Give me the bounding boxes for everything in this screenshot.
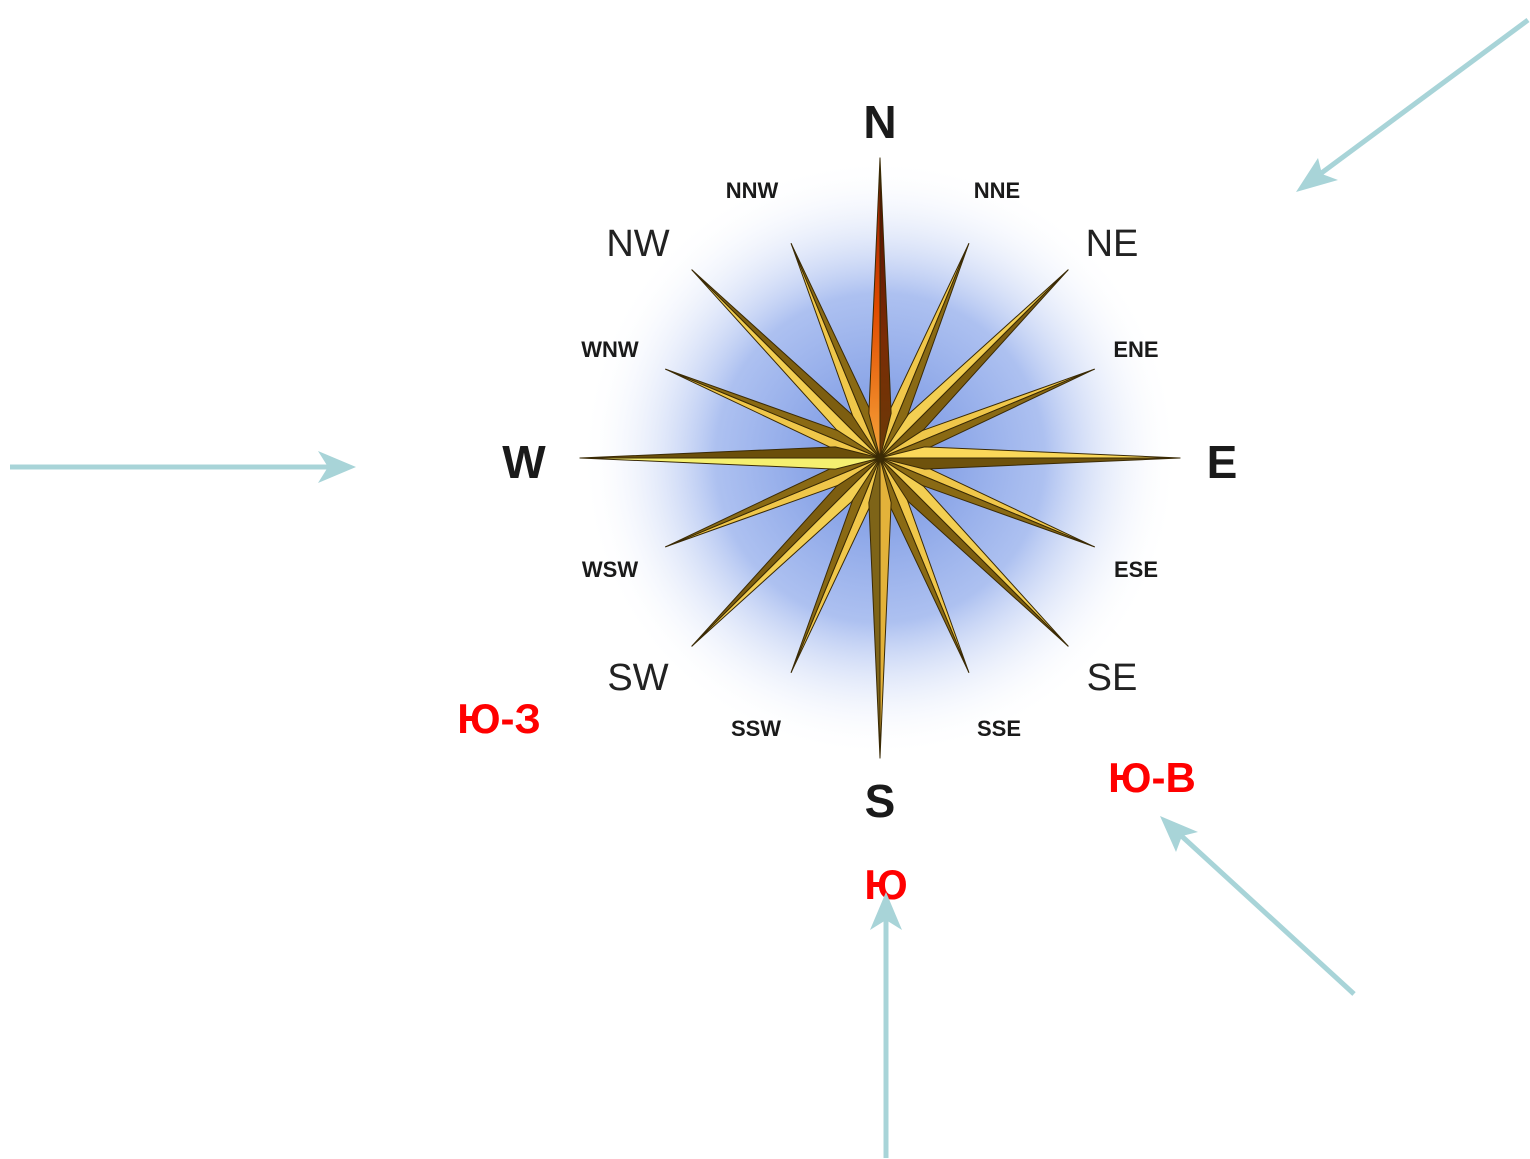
label-ssw: SSW: [731, 716, 781, 741]
label-nne: NNE: [974, 178, 1020, 203]
label-e: E: [1207, 436, 1238, 488]
label-s: S: [865, 775, 896, 827]
wind-arrow-north-east: [1296, 17, 1530, 192]
intercardinal-ray-3-right: [691, 269, 881, 459]
label-wsw: WSW: [582, 557, 638, 582]
label-se: SE: [1087, 657, 1138, 699]
label-ene: ENE: [1113, 337, 1158, 362]
label-n: N: [863, 96, 896, 148]
wind-arrow-west: [10, 451, 356, 483]
ru-label-south-east: Ю-В: [1108, 754, 1196, 801]
cardinal-ray-north-right: [879, 157, 892, 459]
ru-label-south-west: Ю-З: [457, 695, 541, 742]
label-nnw: NNW: [726, 178, 779, 203]
cardinal-ray-south-right: [868, 457, 881, 759]
label-w: W: [502, 436, 546, 488]
intercardinal-points: [691, 269, 1069, 647]
cardinal-ray-east-right: [879, 457, 1181, 470]
intercardinal-ray-1-right: [879, 457, 1069, 647]
label-wnw: WNW: [581, 337, 639, 362]
cardinal-ray-west-right: [579, 446, 881, 459]
label-ese: ESE: [1114, 557, 1158, 582]
label-nw: NW: [606, 223, 669, 265]
label-ne: NE: [1086, 223, 1139, 265]
wind-arrow-south-east: [1160, 816, 1356, 996]
label-sw: SW: [607, 657, 668, 699]
intercardinal-ray-0-right: [879, 269, 1069, 459]
cardinal-points: [579, 157, 1181, 759]
label-sse: SSE: [977, 716, 1021, 741]
intercardinal-ray-2-right: [691, 457, 881, 647]
wind-arrow-south: [870, 892, 902, 1158]
